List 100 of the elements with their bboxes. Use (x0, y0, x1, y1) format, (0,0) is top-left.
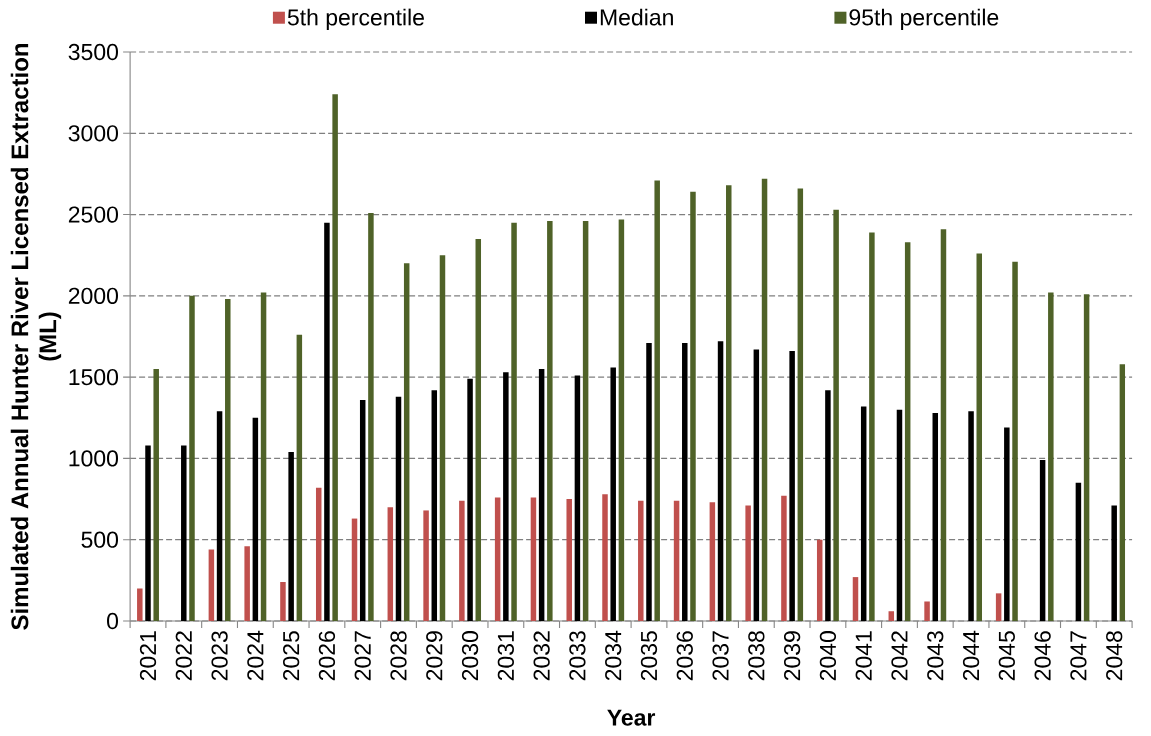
y-tick-label: 1500 (69, 368, 119, 386)
bar (709, 502, 716, 621)
x-tick-label: 2026 (318, 631, 336, 681)
bar (582, 221, 589, 621)
y-tick-label: 500 (81, 531, 119, 548)
bar (797, 188, 804, 621)
bar (654, 180, 660, 621)
x-tick-label: 2044 (962, 630, 980, 681)
bar (459, 500, 465, 621)
x-tick-label: 2037 (712, 631, 729, 681)
bar (940, 229, 947, 621)
bar (852, 577, 859, 621)
bar (296, 334, 303, 621)
bar (252, 417, 259, 621)
bar (1111, 505, 1117, 621)
bar (208, 549, 215, 621)
bar (244, 546, 250, 621)
bar (976, 253, 982, 621)
bar (403, 263, 410, 621)
x-tick-label: 2039 (783, 631, 801, 681)
bar (860, 406, 867, 621)
bar (904, 242, 911, 621)
bar (332, 94, 338, 621)
bar (932, 412, 939, 621)
bar (1004, 427, 1010, 621)
x-tick-label: 2038 (748, 631, 765, 681)
bar (351, 518, 358, 621)
x-tick-label: 2043 (927, 631, 944, 681)
x-tick-label: 2025 (283, 631, 300, 681)
legend-label: Median (600, 8, 673, 26)
x-axis-title: Year (607, 709, 656, 726)
bar (431, 390, 438, 621)
bar (288, 451, 294, 621)
bar (761, 178, 768, 621)
x-tick-label: 2024 (247, 630, 264, 681)
bar (745, 505, 751, 621)
bar (511, 222, 517, 621)
bar (924, 601, 930, 621)
x-tick-label: 2046 (1034, 631, 1051, 681)
x-tick-label: 2027 (354, 631, 371, 681)
bar (618, 219, 625, 621)
bar (781, 495, 787, 621)
bar (1039, 460, 1046, 621)
x-tick-label: 2035 (640, 631, 658, 681)
bar (789, 351, 795, 621)
bar (260, 292, 267, 621)
y-tick-label: 3500 (68, 43, 119, 61)
legend-label: 95th percentile (849, 8, 999, 31)
x-tick-label: 2033 (569, 631, 586, 681)
x-tick-label: 2036 (676, 631, 693, 681)
x-tick-label: 2028 (390, 631, 407, 681)
bar (602, 494, 608, 621)
bar (566, 499, 572, 621)
bar (423, 510, 429, 621)
x-tick-label: 2045 (998, 631, 1015, 681)
bar (181, 445, 187, 621)
bar (503, 372, 509, 621)
x-tick-label: 2032 (533, 631, 550, 681)
x-tick-label: 2022 (175, 631, 192, 681)
x-tick-label: 2041 (855, 631, 872, 681)
bar (395, 396, 402, 621)
bar (682, 343, 688, 621)
bar (995, 593, 1002, 621)
bar (137, 588, 143, 621)
bar (530, 497, 537, 621)
bar (1119, 364, 1126, 621)
bar (646, 343, 652, 621)
bar (494, 497, 501, 621)
bar (475, 238, 482, 621)
bar (833, 209, 839, 621)
y-tick-label: 0 (107, 612, 119, 630)
bar (753, 349, 760, 621)
bar (324, 222, 330, 621)
bar (280, 581, 286, 621)
y-tick-label: 1000 (69, 450, 119, 467)
bar (888, 611, 895, 621)
bar (825, 390, 831, 621)
bar (690, 191, 696, 621)
bar (538, 369, 545, 621)
x-tick-label: 2034 (605, 630, 622, 681)
bar (547, 221, 553, 621)
bar (1012, 261, 1018, 621)
x-tick-label: 2030 (461, 631, 479, 681)
bar (467, 378, 473, 621)
bar (1075, 482, 1082, 621)
x-tick-label: 2042 (891, 631, 908, 681)
bar (816, 539, 823, 621)
bar (726, 185, 732, 621)
bar (439, 255, 446, 621)
bar (574, 375, 581, 621)
bar (315, 487, 322, 621)
x-tick-label: 2031 (497, 631, 514, 681)
y-tick-label: 3000 (68, 125, 119, 142)
bar (968, 411, 974, 621)
bar (145, 445, 151, 621)
x-tick-label: 2048 (1106, 631, 1123, 681)
bar (216, 411, 223, 621)
x-tick-label: 2047 (1070, 631, 1087, 681)
y-tick-label: 2000 (68, 287, 119, 304)
x-tick-label: 2029 (426, 631, 443, 681)
